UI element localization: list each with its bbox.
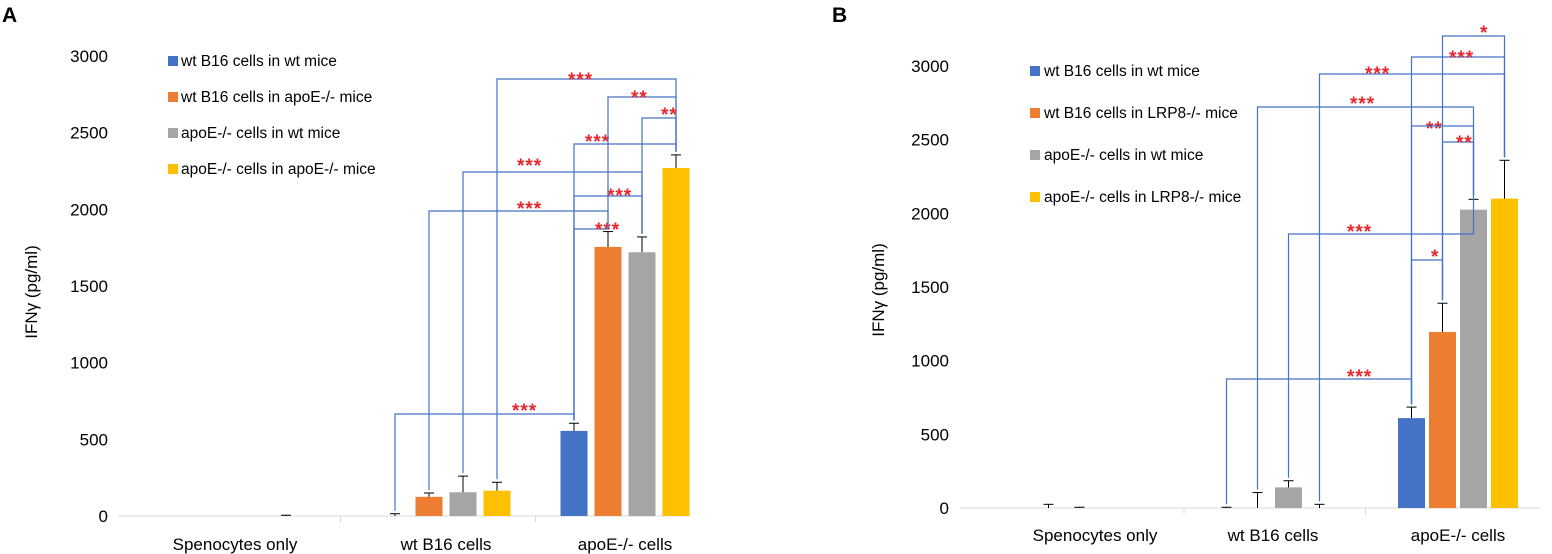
panel-b-significance-label: *** xyxy=(1365,64,1390,85)
panel-a-significance-label: *** xyxy=(585,132,610,153)
panel-a-legend-label-wt-b16-cells-in-apoe-mice: wt B16 cells in apoE-/- mice xyxy=(180,89,372,106)
panel-a-bar-wt-b16-cells-in-apoe-mice-wt-b16-cells xyxy=(415,496,443,516)
panel-b-letter: B xyxy=(832,4,847,27)
panel-a-bars xyxy=(281,154,690,516)
panel-b-legend-label-wt-b16-cells-in-wt-mice: wt B16 cells in wt mice xyxy=(1043,63,1200,80)
panel-a-y-tick-label: 2500 xyxy=(70,124,108,143)
panel-b-legend-swatch-apoe-cells-in-wt-mice xyxy=(1030,150,1040,160)
panel-a-bar-apoe-cells-in-wt-mice-apoe-cells xyxy=(628,252,656,516)
panel-b-significance-bracket xyxy=(1287,196,1475,478)
panel-a-bar-wt-b16-cells-in-wt-mice-apoe-cells xyxy=(560,430,588,516)
panel-a-significance-label: *** xyxy=(595,220,620,241)
panel-b-y-tick-label: 2000 xyxy=(911,204,949,223)
panel-b-bar-wt-b16-cells-in-wt-mice-apoe-cells xyxy=(1398,418,1425,508)
panel-b-y-tick-label: 2500 xyxy=(911,131,949,150)
panel-b-significance-label: * xyxy=(1431,247,1439,268)
panel-a-significance-label: *** xyxy=(607,186,632,207)
panel-a-legend-swatch-wt-b16-cells-in-apoe-mice xyxy=(168,92,178,102)
panel-b-significance-label: *** xyxy=(1347,222,1372,243)
panel-a-bar-wt-b16-cells-in-apoe-mice-apoe-cells xyxy=(594,246,622,516)
panel-b-bar-apoe-cells-in-lrp8-mice-apoe-cells xyxy=(1491,198,1518,508)
panel-a-significance-brackets: ************************* xyxy=(394,70,678,511)
panel-a-y-axis-label: IFNγ (pg/ml) xyxy=(22,245,41,339)
panel-b-legend-swatch-apoe-cells-in-lrp8-mice xyxy=(1030,192,1040,202)
panel-b-significance-label: *** xyxy=(1347,367,1372,388)
panel-a: A IFNγ (pg/ml) 0 500 1000 1500 2000 2500 3000 S… xyxy=(2,4,690,554)
panel-a-legend-swatch-apoe-cells-in-wt-mice xyxy=(168,128,178,138)
panel-b-y-tick-label: 500 xyxy=(921,425,949,444)
panel-b-significance-label: * xyxy=(1480,23,1488,44)
panel-b-legend-swatch-wt-b16-cells-in-lrp8-mice xyxy=(1030,108,1040,118)
panel-b-legend-label-wt-b16-cells-in-lrp8-mice: wt B16 cells in LRP8-/- mice xyxy=(1043,105,1238,122)
panel-b-y-tick-label: 0 xyxy=(940,499,949,518)
panel-a-bar-apoe-cells-in-wt-mice-wt-b16-cells xyxy=(449,492,477,516)
panel-b-legend-label-apoe-cells-in-lrp8-mice: apoE-/- cells in LRP8-/- mice xyxy=(1044,189,1241,206)
panel-a-significance-label: ** xyxy=(661,105,678,126)
panel-a-category-label: Spenocytes only xyxy=(173,535,298,554)
panel-b-category-label: apoE-/- cells xyxy=(1411,526,1505,545)
panel-a-significance-bracket xyxy=(641,117,677,234)
panel-b-bar-wt-b16-cells-in-lrp8-mice-apoe-cells xyxy=(1429,331,1456,508)
panel-a-significance-label: *** xyxy=(512,401,537,422)
panel-b-significance-label: *** xyxy=(1350,94,1375,115)
panel-a-significance-label: *** xyxy=(568,70,593,91)
panel-b-bars xyxy=(1043,159,1518,508)
panel-b-legend: wt B16 cells in wt mice wt B16 cells in L… xyxy=(1030,63,1241,206)
panel-b-significance-label: *** xyxy=(1449,48,1474,69)
panel-b-significance-bracket xyxy=(1441,35,1506,301)
panel-b-category-label: Spenocytes only xyxy=(1033,526,1158,545)
panel-b-significance-label: ** xyxy=(1426,119,1443,140)
panel-a-legend: wt B16 cells in wt mice wt B16 cells in a… xyxy=(168,53,376,178)
panel-b-significance-bracket xyxy=(1410,56,1506,405)
panel-b-bar-apoe-cells-in-wt-mice-apoe-cells xyxy=(1460,209,1487,508)
panel-a-bar-apoe-cells-in-apoe-mice-wt-b16-cells xyxy=(483,490,511,516)
panel-a-bar-apoe-cells-in-apoe-mice-apoe-cells xyxy=(662,167,690,516)
panel-a-significance-label: *** xyxy=(517,199,542,220)
panel-a-y-tick-label: 3000 xyxy=(70,47,108,66)
panel-a-legend-label-apoe-cells-in-wt-mice: apoE-/- cells in wt mice xyxy=(181,125,340,142)
panel-b-y-tick-label: 1500 xyxy=(911,278,949,297)
panel-a-significance-label: ** xyxy=(631,88,648,109)
panel-a-category-label: apoE-/- cells xyxy=(578,535,672,554)
panel-b-bar-apoe-cells-in-wt-mice-wt-b16-cells xyxy=(1275,487,1302,508)
panel-b-category-label: wt B16 cells xyxy=(1227,526,1319,545)
panel-a-legend-label-apoe-cells-in-apoe-mice: apoE-/- cells in apoE-/- mice xyxy=(181,161,376,178)
panel-b-legend-swatch-wt-b16-cells-in-wt-mice xyxy=(1030,66,1040,76)
panel-a-significance-label: *** xyxy=(517,156,542,177)
panel-a-y-tick-label: 1500 xyxy=(70,277,108,296)
panel-b-significance-label: ** xyxy=(1456,133,1473,154)
panel-a-y-tick-label: 1000 xyxy=(70,354,108,373)
panel-b-significance-brackets: ********************* xyxy=(1225,23,1506,505)
panel-a-y-tick-label: 2000 xyxy=(70,200,108,219)
panel-a-legend-swatch-wt-b16-cells-in-wt-mice xyxy=(168,56,178,66)
panel-b-y-tick-label: 1000 xyxy=(911,352,949,371)
panel-a-axes: 0 500 1000 1500 2000 2500 3000 Spenocytes only w… xyxy=(70,47,690,554)
panel-a-legend-swatch-apoe-cells-in-apoe-mice xyxy=(168,164,178,174)
panel-a-y-tick-label: 0 xyxy=(99,507,108,526)
panel-a-y-tick-label: 500 xyxy=(80,430,108,449)
panel-a-legend-label-wt-b16-cells-in-wt-mice: wt B16 cells in wt mice xyxy=(180,53,337,70)
panel-a-letter: A xyxy=(2,4,17,27)
panel-b-y-tick-label: 3000 xyxy=(911,57,949,76)
panel-b-y-axis-label: IFNγ (pg/ml) xyxy=(869,243,888,337)
panel-b-legend-label-apoe-cells-in-wt-mice: apoE-/- cells in wt mice xyxy=(1044,147,1203,164)
panel-a-category-label: wt B16 cells xyxy=(400,535,492,554)
panel-b: B IFNγ (pg/ml) 0 500 1000 1500 2000 2500 3000 S… xyxy=(832,4,1541,545)
panel-b-significance-bracket xyxy=(1256,106,1475,490)
